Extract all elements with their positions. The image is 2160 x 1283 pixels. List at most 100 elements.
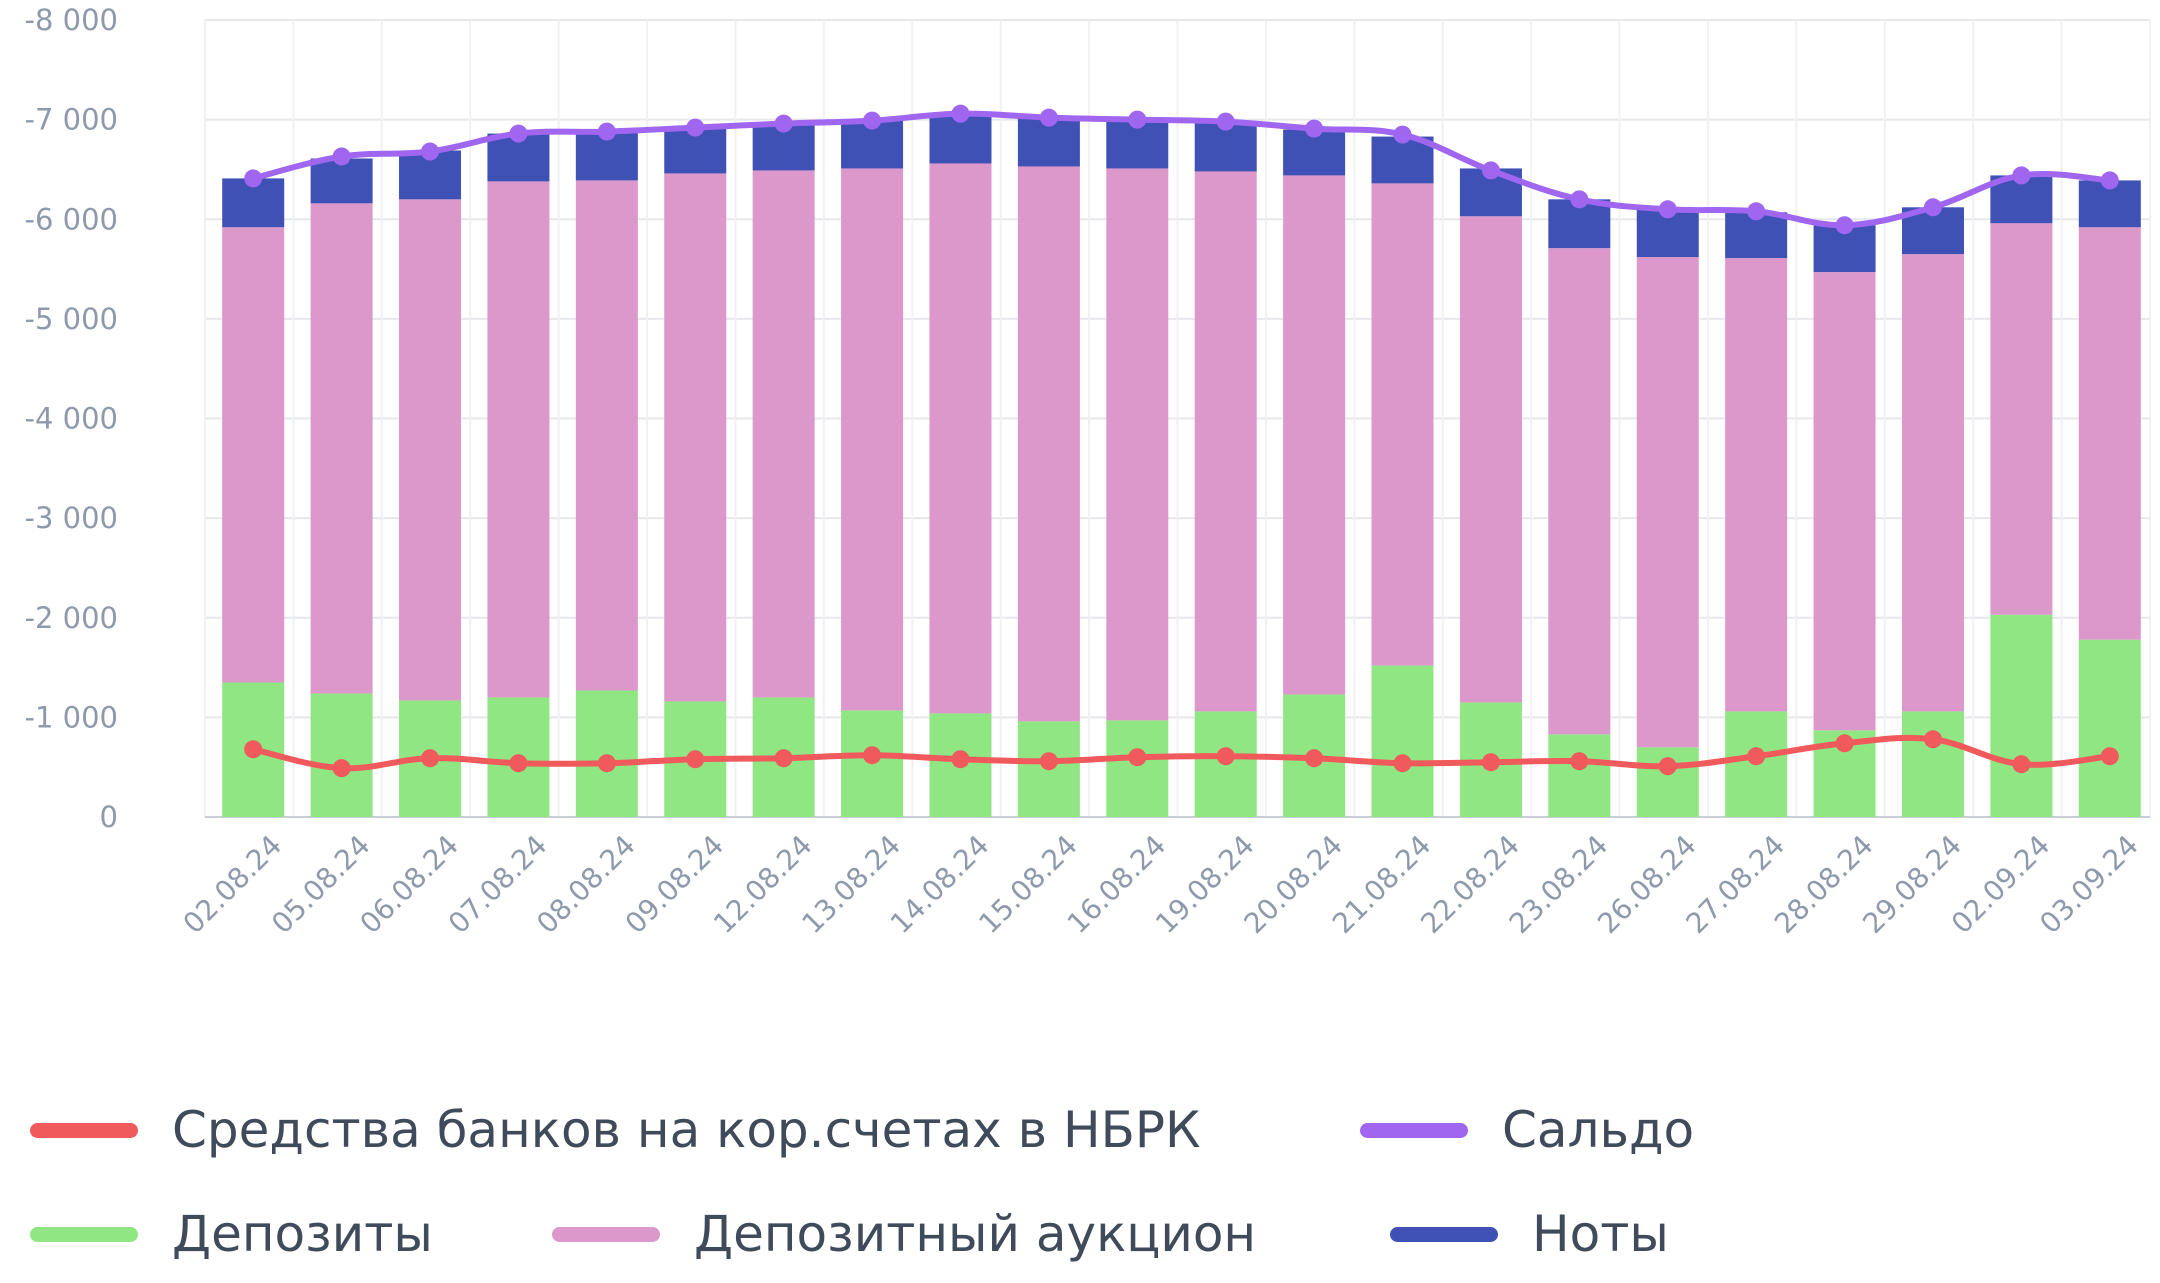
- bar-segment: [1813, 272, 1876, 731]
- legend-item-bank-funds[interactable]: Средства банков на кор.счетах в НБРК: [30, 1100, 1201, 1160]
- bar-segment: [1990, 223, 2053, 615]
- legend-item-deposit-auction[interactable]: Депозитный аукцион: [552, 1204, 1256, 1264]
- chart-area: 0 -1 000 -2 000 -3 000 -4 000 -5 000 -6 000 -7 …: [25, 3, 2151, 941]
- series-point: [774, 114, 793, 133]
- legend-label-notes: Ноты: [1532, 1205, 1669, 1263]
- series-point: [597, 122, 616, 141]
- bar-segment: [841, 168, 904, 711]
- legend-item-deposits[interactable]: Депозиты: [30, 1204, 433, 1264]
- bar-segment: [929, 115, 992, 164]
- series-point: [1128, 110, 1147, 129]
- bar-segment: [1548, 734, 1611, 817]
- series-point: [332, 147, 351, 166]
- series-point: [2012, 166, 2031, 185]
- x-tick-label: 03.09.24: [2033, 829, 2145, 941]
- y-tick-label: -2 000: [25, 601, 119, 635]
- bar-segment: [310, 693, 373, 817]
- bar-segment: [399, 199, 462, 701]
- series-point: [686, 750, 705, 769]
- bar-segment: [929, 163, 992, 714]
- series-point: [1039, 108, 1058, 127]
- series-point: [686, 118, 705, 137]
- bar-segment: [1548, 248, 1611, 735]
- series-point: [2012, 755, 2031, 774]
- series-point: [1658, 200, 1677, 219]
- legend-item-notes[interactable]: Ноты: [1390, 1204, 1669, 1264]
- series-point: [1747, 747, 1766, 766]
- legend-item-saldo[interactable]: Сальдо: [1360, 1100, 1694, 1160]
- chart-svg: 0 -1 000 -2 000 -3 000 -4 000 -5 000 -6 000 -7 …: [25, 3, 2151, 941]
- bar-segment: [2078, 639, 2141, 817]
- series-line: [250, 734, 2113, 772]
- series-point: [1039, 752, 1058, 771]
- bar-segment: [1901, 254, 1964, 712]
- series-point: [1835, 216, 1854, 235]
- series-point: [2100, 171, 2119, 190]
- legend-swatch-deposit-auction: [552, 1226, 660, 1242]
- legend-label-saldo: Сальдо: [1502, 1101, 1695, 1159]
- series-point: [1216, 747, 1235, 766]
- series-point: [1570, 752, 1589, 771]
- bar-segment: [1990, 614, 2053, 817]
- series-point: [244, 740, 263, 759]
- series-point: [863, 746, 882, 765]
- bar-segment: [1636, 257, 1699, 748]
- bar-segment: [2078, 227, 2141, 640]
- bar-segment: [1371, 665, 1434, 817]
- legend-label-bank-funds: Средства банков на кор.счетах в НБРК: [172, 1101, 1201, 1159]
- series-point: [863, 111, 882, 130]
- legend-label-deposit-auction: Депозитный аукцион: [694, 1205, 1257, 1263]
- y-tick-label: -5 000: [25, 302, 119, 336]
- series-point: [1923, 198, 1942, 217]
- legend-swatch-deposits: [30, 1226, 138, 1242]
- y-tick-label: -1 000: [25, 700, 119, 734]
- series-point: [1481, 161, 1500, 180]
- series-point: [244, 169, 263, 188]
- series-point: [1393, 125, 1412, 144]
- series-point: [1747, 202, 1766, 221]
- series-point: [774, 749, 793, 768]
- bar-segment: [1106, 168, 1169, 721]
- series-point: [951, 750, 970, 769]
- series-point: [1128, 748, 1147, 767]
- series-point: [332, 759, 351, 778]
- bar-segment: [1194, 122, 1257, 172]
- series-point: [1835, 734, 1854, 753]
- y-tick-label: -8 000: [25, 3, 119, 37]
- series-point: [1570, 190, 1589, 209]
- bar-segment: [310, 158, 373, 204]
- bar-segment: [575, 690, 638, 817]
- y-tick-label: -4 000: [25, 402, 119, 436]
- bar-segment: [664, 173, 727, 702]
- series-line: [250, 110, 2113, 229]
- series-point: [421, 142, 440, 161]
- legend-swatch-notes: [1390, 1226, 1498, 1242]
- bar-segment: [1371, 183, 1434, 666]
- series-point: [421, 749, 440, 768]
- bar-segment: [487, 181, 550, 698]
- legend: Средства банков на кор.счетах в НБРК Сал…: [0, 1100, 2160, 1283]
- series-point: [1658, 757, 1677, 776]
- series-point: [597, 754, 616, 773]
- bar-segment: [222, 227, 285, 683]
- bar-segment: [1459, 216, 1522, 703]
- series-point: [1305, 119, 1324, 138]
- series-point: [1923, 730, 1942, 749]
- y-tick-label: -6 000: [25, 202, 119, 236]
- bar-segment: [1106, 720, 1169, 817]
- bar-segment: [1725, 258, 1788, 712]
- series-point: [509, 124, 528, 143]
- series-point: [1481, 753, 1500, 772]
- series-point: [509, 754, 528, 773]
- bar-segment: [1283, 175, 1346, 695]
- y-tick-label: 0: [100, 800, 118, 834]
- legend-label-deposits: Депозиты: [172, 1205, 433, 1263]
- legend-swatch-saldo: [1360, 1122, 1468, 1138]
- series-point: [1305, 749, 1324, 768]
- bar-segment: [1194, 171, 1257, 712]
- bar-segment: [752, 170, 815, 698]
- bar-segment: [310, 203, 373, 694]
- y-tick-label: -7 000: [25, 103, 119, 137]
- series-point: [1393, 754, 1412, 773]
- bar-segment: [1371, 136, 1434, 184]
